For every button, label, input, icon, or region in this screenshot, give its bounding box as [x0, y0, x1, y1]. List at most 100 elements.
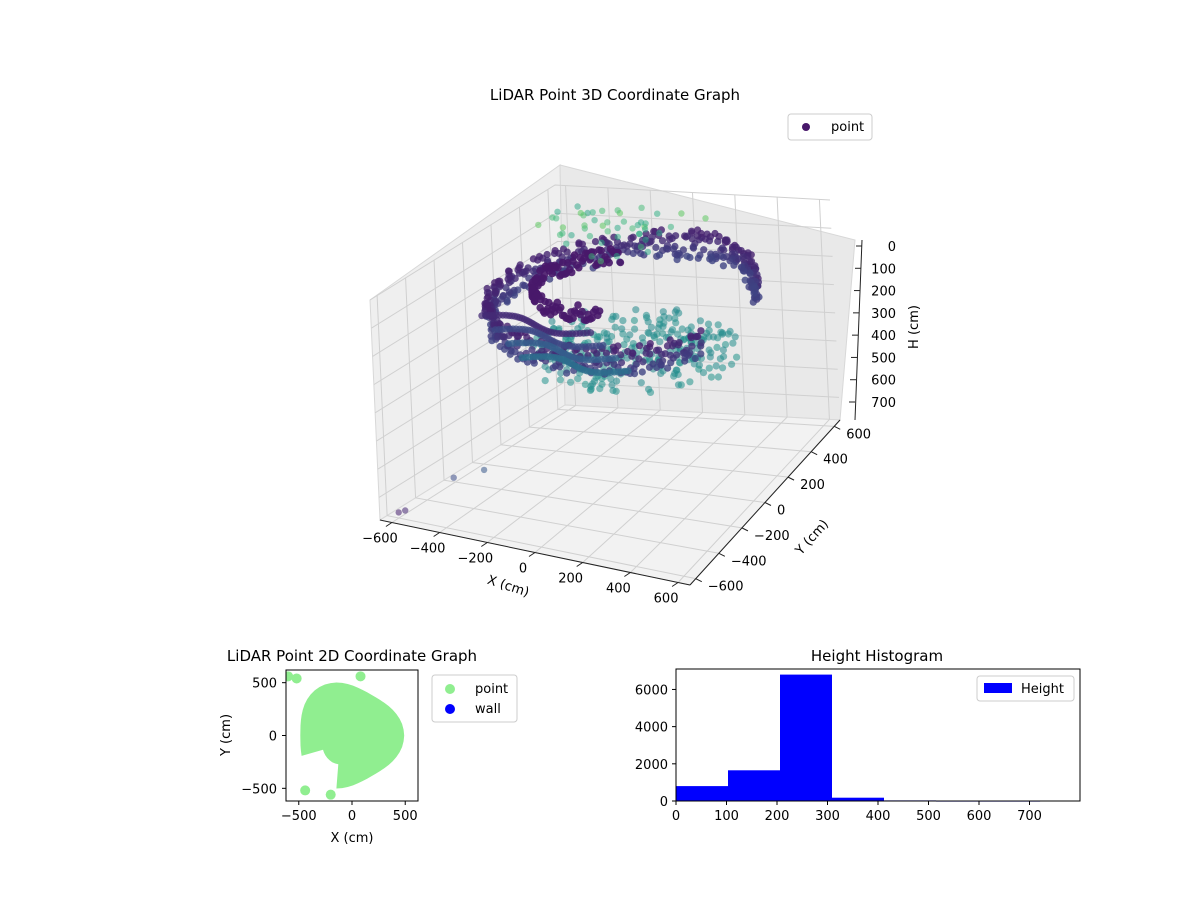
y-axis-label-3d: Y (cm) [792, 517, 832, 559]
scatter-3d-point [652, 243, 660, 252]
y-tick-3d [741, 527, 749, 532]
scatter-3d-point [614, 207, 621, 214]
scatter-3d-point [629, 249, 637, 257]
grid-y-line-3d [376, 295, 696, 580]
x-tick-label-hist: 600 [967, 809, 992, 824]
scatter-3d-point [718, 330, 726, 338]
x-tick-label-hist: 400 [866, 809, 891, 824]
scatter-3d-point [691, 354, 699, 363]
scatter-3d-point [703, 329, 711, 337]
y-ticks-3d: −600 −400 −200 0 200 400 600 [695, 425, 871, 595]
grid-y-line-3d [433, 260, 743, 529]
scatter-3d-point [598, 239, 605, 246]
y-tick-3d [764, 502, 772, 506]
x-tick-label-hist: 100 [714, 809, 739, 824]
scatter-3d-point [690, 360, 698, 368]
scatter-3d-point [707, 373, 716, 381]
scatter-3d-point [563, 240, 570, 247]
scatter-3d-point [603, 239, 611, 247]
scatter-3d-point [556, 272, 564, 280]
legend-3d-marker [802, 123, 810, 131]
scatter-3d-point [503, 298, 511, 306]
scatter-3d-point [511, 348, 519, 356]
scatter-3d-point [720, 352, 728, 361]
scatter-3d-point [619, 317, 627, 325]
scatter-3d-point [667, 223, 675, 231]
scatter-3d-point [574, 375, 582, 383]
z-tick-label-3d: 300 [871, 307, 896, 322]
scatter-3d-point [713, 343, 721, 351]
z-tick-label-3d: 500 [871, 351, 896, 366]
y-tick-3d [834, 425, 841, 430]
scatter-3d-point [570, 251, 579, 259]
scatter-3d-point [646, 350, 654, 358]
chart-2d: LiDAR Point 2D Coordinate Graph −500 0 500… [219, 647, 518, 846]
z-axis-label-3d: H (cm) [907, 305, 922, 349]
scatter-3d-point [559, 224, 567, 231]
scatter-3d-point [616, 258, 625, 267]
y-tick-3d [695, 578, 702, 583]
grid-y-line-3d [405, 277, 719, 554]
scatter-3d-point [707, 253, 715, 261]
scatter-3d-point [712, 362, 720, 370]
scatter-3d-point [554, 208, 561, 215]
scatter-3d-point [546, 275, 554, 283]
scatter-3d-point [728, 360, 736, 368]
legend-2d-wall-marker [445, 704, 455, 714]
x-tick-3d [433, 532, 440, 537]
scatter-3d-point [726, 327, 734, 335]
scatter-3d-point [632, 306, 640, 314]
scatter-3d-point [686, 378, 694, 386]
scatter-3d-point [645, 363, 654, 371]
histogram-bar [832, 797, 884, 801]
chart-3d: LiDAR Point 3D Coordinate Graph −600 −400… [362, 86, 922, 607]
histogram-ticks: 0 100 200 300 400 500 600 700 0 2000 4000 6000 [635, 683, 1042, 824]
scatter-3d-point [548, 317, 556, 325]
scatter-3d-point [617, 351, 625, 359]
scatter-3d-point [719, 262, 728, 270]
scatter-3d-point [718, 244, 727, 252]
scatter-2d-point [286, 671, 294, 682]
legend-3d-label: point [831, 120, 864, 135]
scatter-3d-point [663, 342, 672, 350]
scatter-3d-point [599, 207, 606, 214]
scatter-3d-point [672, 232, 680, 240]
scatter-3d-point [613, 252, 620, 260]
x-tick-label-hist: 300 [815, 809, 840, 824]
scatter-3d-point [450, 474, 457, 481]
scatter-3d-point [589, 209, 596, 216]
scatter-3d-point [657, 361, 665, 369]
z-tick-label-3d: 600 [871, 374, 896, 389]
scatter-3d-point [586, 232, 594, 240]
scatter-3d-point [688, 227, 696, 235]
scatter-3d-point [697, 327, 705, 335]
grid-x-line-3d [487, 190, 661, 543]
scatter-3d-point [721, 236, 729, 244]
scatter-3d-point [733, 353, 741, 361]
scatter-3d-point [597, 258, 604, 265]
scatter-3d-point [551, 247, 559, 255]
x-tick-3d [576, 562, 583, 567]
scatter-3d-point [746, 270, 754, 278]
y-tick-label-3d: 400 [823, 453, 848, 468]
scatter-3d-point [630, 316, 639, 325]
scatter-3d-point [641, 226, 649, 233]
scatter-3d-point [694, 254, 702, 262]
scatter-3d-point [694, 226, 702, 234]
scatter-3d-point [563, 369, 571, 377]
scatter-3d-point [592, 261, 600, 270]
scatter-3d-point [646, 388, 655, 396]
legend-2d-wall-label: wall [475, 702, 501, 717]
scatter-3d-point [683, 232, 692, 240]
ticks-2d: −500 0 500 −500 0 500 [241, 677, 417, 824]
scatter-3d-point [537, 292, 546, 300]
scatter-3d-point [553, 215, 560, 222]
scatter-3d-point [629, 225, 636, 232]
scatter-3d-point [672, 366, 680, 374]
y-tick-label-3d: 200 [800, 478, 825, 493]
z-tick-label-3d: 100 [871, 262, 896, 277]
scatter-3d-point [591, 217, 598, 224]
grid-z-line-3d [374, 297, 836, 414]
scatter-3d-point [395, 509, 402, 516]
scatter-3d-point [674, 330, 682, 338]
